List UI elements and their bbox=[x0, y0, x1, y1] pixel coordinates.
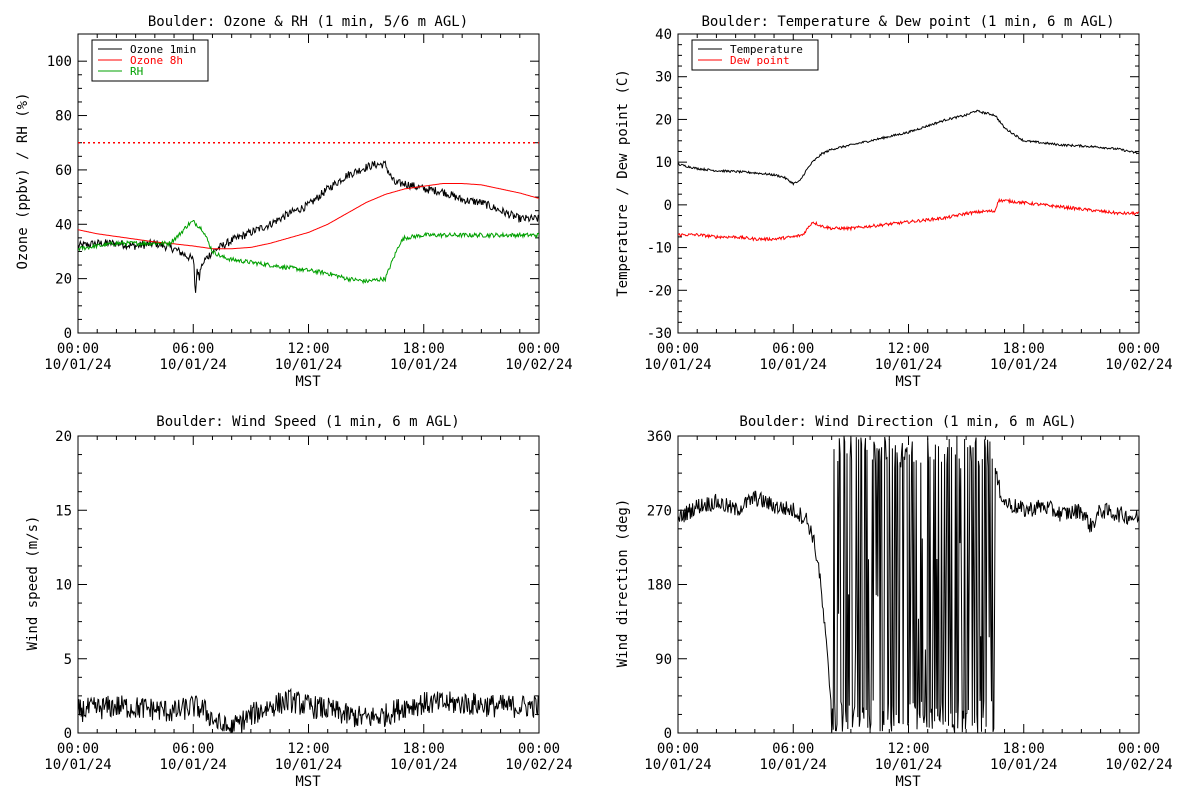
temperature-dewpoint-series-dew-point bbox=[678, 197, 1139, 242]
wind-direction-xtick-date: 10/01/24 bbox=[875, 757, 942, 773]
wind-direction-panel: Boulder: Wind Direction (1 min, 6 m AGL)… bbox=[615, 414, 1173, 790]
temperature-dewpoint-plot-frame bbox=[677, 33, 1140, 334]
temperature-dewpoint-ylabel: Temperature / Dew point (C) bbox=[615, 69, 631, 297]
temperature-dewpoint-ytick-label: 20 bbox=[655, 112, 672, 128]
ozone-rh-xtick-time: 06:00 bbox=[172, 341, 214, 357]
wind-speed-ylabel: Wind speed (m/s) bbox=[25, 516, 41, 651]
wind-direction-ytick-label: 0 bbox=[664, 726, 672, 742]
wind-speed-panel: Boulder: Wind Speed (1 min, 6 m AGL) Win… bbox=[25, 414, 573, 790]
wind-direction-ytick-label: 270 bbox=[647, 503, 672, 519]
wind-direction-xtick-date: 10/01/24 bbox=[760, 757, 827, 773]
wind-direction-xtick-date: 10/02/24 bbox=[1105, 757, 1172, 773]
wind-speed-xtick-time: 00:00 bbox=[518, 741, 560, 757]
wind-direction-series-line bbox=[678, 436, 1139, 733]
ozone-rh-ytick-label: 60 bbox=[55, 163, 72, 179]
wind-speed-xtick-time: 00:00 bbox=[57, 741, 99, 757]
temperature-dewpoint-xtick-date: 10/01/24 bbox=[644, 357, 711, 373]
temperature-dewpoint-xtick-time: 12:00 bbox=[887, 341, 929, 357]
ozone-rh-ytick-label: 0 bbox=[64, 326, 72, 342]
temperature-dewpoint-xtick-time: 06:00 bbox=[772, 341, 814, 357]
wind-direction-xtick-time: 00:00 bbox=[657, 741, 699, 757]
wind-speed-xtick-time: 12:00 bbox=[287, 741, 329, 757]
wind-speed-xtick-date: 10/01/24 bbox=[275, 757, 342, 773]
temperature-dewpoint-xtick-time: 00:00 bbox=[1118, 341, 1160, 357]
wind-direction-xtick-time: 06:00 bbox=[772, 741, 814, 757]
temperature-dewpoint-ytick-label: -20 bbox=[647, 283, 672, 299]
ozone-rh-legend-label: Ozone 1min bbox=[130, 43, 196, 56]
ozone-rh-legend-label: RH bbox=[130, 65, 143, 78]
wind-speed-ytick-label: 20 bbox=[55, 429, 72, 445]
temperature-dewpoint-ytick-label: 30 bbox=[655, 70, 672, 86]
ozone-rh-xtick-time: 00:00 bbox=[518, 341, 560, 357]
temperature-dewpoint-ytick-label: 10 bbox=[655, 155, 672, 171]
ozone-rh-ylabel: Ozone (ppbv) / RH (%) bbox=[15, 92, 31, 269]
temperature-dewpoint-panel: Boulder: Temperature & Dew point (1 min,… bbox=[615, 14, 1173, 390]
temperature-dewpoint-xlabel: MST bbox=[895, 374, 921, 390]
temperature-dewpoint-ytick-label: 0 bbox=[664, 198, 672, 214]
wind-direction-ytick-label: 360 bbox=[647, 429, 672, 445]
wind-speed-plot-frame bbox=[77, 435, 540, 734]
ozone-rh-xtick-time: 12:00 bbox=[287, 341, 329, 357]
ozone-rh-series-rh bbox=[78, 220, 539, 285]
wind-speed-title: Boulder: Wind Speed (1 min, 6 m AGL) bbox=[156, 414, 459, 430]
ozone-rh-title: Boulder: Ozone & RH (1 min, 5/6 m AGL) bbox=[148, 14, 468, 30]
ozone-rh-legend-label: Ozone 8h bbox=[130, 54, 183, 67]
wind-speed-ytick-label: 5 bbox=[64, 652, 72, 668]
temperature-dewpoint-xtick-date: 10/01/24 bbox=[760, 357, 827, 373]
wind-speed-ytick-label: 10 bbox=[55, 578, 72, 594]
temperature-dewpoint-ytick-label: -10 bbox=[647, 241, 672, 257]
wind-speed-xtick-time: 18:00 bbox=[403, 741, 445, 757]
wind-direction-xtick-time: 00:00 bbox=[1118, 741, 1160, 757]
temperature-dewpoint-xtick-date: 10/01/24 bbox=[990, 357, 1057, 373]
ozone-rh-series-ozone-1min bbox=[78, 160, 539, 293]
temperature-dewpoint-legend-label: Temperature bbox=[730, 43, 803, 56]
temperature-dewpoint-legend-label: Dew point bbox=[730, 54, 790, 67]
temperature-dewpoint-ytick-label: 40 bbox=[655, 27, 672, 43]
ozone-rh-panel: Boulder: Ozone & RH (1 min, 5/6 m AGL) O… bbox=[15, 14, 573, 390]
temperature-dewpoint-ytick-label: -30 bbox=[647, 326, 672, 342]
wind-speed-xtick-date: 10/01/24 bbox=[390, 757, 457, 773]
ozone-rh-ytick-label: 40 bbox=[55, 217, 72, 233]
ozone-rh-xtick-date: 10/01/24 bbox=[160, 357, 227, 373]
wind-direction-title: Boulder: Wind Direction (1 min, 6 m AGL) bbox=[739, 414, 1076, 430]
ozone-rh-ytick-label: 100 bbox=[47, 54, 72, 70]
wind-direction-xtick-date: 10/01/24 bbox=[990, 757, 1057, 773]
temperature-dewpoint-xtick-date: 10/01/24 bbox=[875, 357, 942, 373]
temperature-dewpoint-legend bbox=[691, 39, 819, 71]
ozone-rh-xtick-time: 00:00 bbox=[57, 341, 99, 357]
ozone-rh-ytick-label: 20 bbox=[55, 272, 72, 288]
ozone-rh-xtick-date: 10/02/24 bbox=[505, 357, 572, 373]
wind-direction-xtick-time: 18:00 bbox=[1003, 741, 1045, 757]
temperature-dewpoint-xtick-date: 10/02/24 bbox=[1105, 357, 1172, 373]
ozone-rh-xlabel: MST bbox=[295, 374, 321, 390]
wind-direction-xtick-date: 10/01/24 bbox=[644, 757, 711, 773]
ozone-rh-ytick-label: 80 bbox=[55, 109, 72, 125]
ozone-rh-xtick-date: 10/01/24 bbox=[390, 357, 457, 373]
temperature-dewpoint-xtick-time: 00:00 bbox=[657, 341, 699, 357]
wind-speed-ytick-label: 0 bbox=[64, 726, 72, 742]
wind-speed-series-line bbox=[78, 687, 539, 733]
ozone-rh-xtick-date: 10/01/24 bbox=[44, 357, 111, 373]
wind-direction-ylabel: Wind direction (deg) bbox=[615, 499, 631, 668]
ozone-rh-series-ozone-8h bbox=[78, 183, 539, 250]
wind-direction-ytick-label: 90 bbox=[655, 652, 672, 668]
temperature-dewpoint-xtick-time: 18:00 bbox=[1003, 341, 1045, 357]
temperature-dewpoint-series-temperature bbox=[678, 109, 1139, 186]
wind-speed-ytick-label: 15 bbox=[55, 503, 72, 519]
wind-speed-xtick-date: 10/01/24 bbox=[44, 757, 111, 773]
wind-speed-xtick-date: 10/01/24 bbox=[160, 757, 227, 773]
wind-speed-xtick-time: 06:00 bbox=[172, 741, 214, 757]
wind-direction-ytick-label: 180 bbox=[647, 578, 672, 594]
temperature-dewpoint-title: Boulder: Temperature & Dew point (1 min,… bbox=[701, 14, 1114, 30]
wind-direction-xlabel: MST bbox=[895, 774, 921, 790]
ozone-rh-xtick-time: 18:00 bbox=[403, 341, 445, 357]
wind-speed-xlabel: MST bbox=[295, 774, 321, 790]
ozone-rh-xtick-date: 10/01/24 bbox=[275, 357, 342, 373]
wind-direction-xtick-time: 12:00 bbox=[887, 741, 929, 757]
wind-speed-xtick-date: 10/02/24 bbox=[505, 757, 572, 773]
